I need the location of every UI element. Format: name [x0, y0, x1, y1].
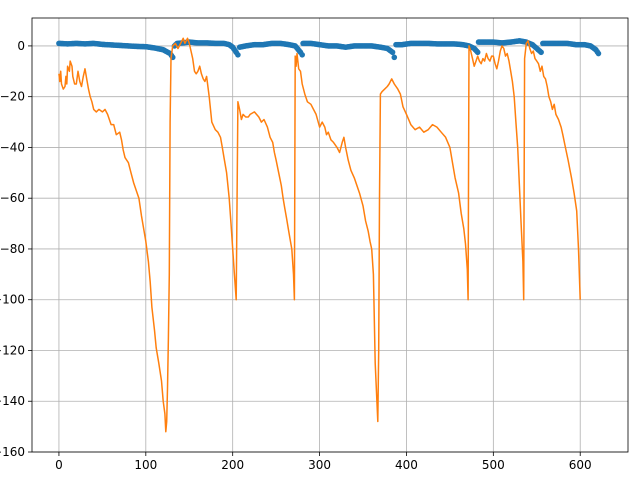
- y-tick-label: −160: [0, 445, 25, 459]
- y-tick-label: −60: [0, 191, 25, 205]
- y-tick-label: −20: [0, 90, 25, 104]
- y-tick-label: −100: [0, 293, 25, 307]
- grid: [32, 18, 628, 453]
- x-tick-label: 100: [134, 458, 157, 472]
- data-point: [595, 50, 602, 57]
- plot-frame: [31, 17, 629, 453]
- data-point: [474, 49, 481, 56]
- y-tick-label: −40: [0, 140, 25, 154]
- x-tick-label: 600: [569, 458, 592, 472]
- x-tick-label: 300: [308, 458, 331, 472]
- series-orange-line: [58, 37, 581, 433]
- y-axis: 0 −20 −40 −60 −80 −100 −120 −140 −160: [0, 39, 32, 459]
- data-point: [299, 52, 305, 58]
- x-tick-label: 500: [482, 458, 505, 472]
- x-tick-label: 400: [395, 458, 418, 472]
- data-point: [538, 49, 544, 56]
- y-tick-label: −140: [0, 394, 25, 408]
- x-axis: 0 100 200 300 400 500 600: [55, 452, 592, 472]
- data-point: [235, 52, 241, 58]
- y-tick-label: −80: [0, 242, 25, 256]
- data-point: [391, 54, 398, 61]
- y-tick-label: 0: [17, 39, 25, 53]
- data-point: [389, 49, 396, 56]
- x-tick-label: 200: [221, 458, 244, 472]
- x-tick-label: 0: [55, 458, 63, 472]
- y-tick-label: −120: [0, 343, 25, 357]
- series-layer: [56, 37, 602, 433]
